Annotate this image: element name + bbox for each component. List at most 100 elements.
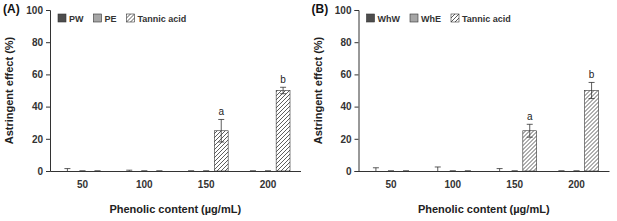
y-tick-label: 60 [32, 69, 44, 80]
x-tick-label: 200 [568, 179, 585, 190]
x-tick-label: 150 [198, 179, 215, 190]
y-tick-mark [355, 74, 359, 75]
error-bar [512, 171, 518, 172]
bar [384, 171, 398, 172]
error-cap [574, 171, 580, 172]
x-tick: 100 [136, 171, 153, 190]
legend-swatch [410, 14, 418, 22]
error-bar [64, 169, 70, 171]
error-cap [388, 171, 394, 172]
x-tick: 150 [506, 171, 523, 190]
error-bar [250, 171, 256, 172]
x-axis-line [51, 171, 302, 172]
y-tick-label: 80 [32, 37, 44, 48]
legend-label: WhE [421, 14, 441, 24]
x-tick: 50 [385, 171, 397, 190]
legend-item: Tannic acid [451, 14, 511, 24]
bar [261, 171, 275, 172]
x-axis-title: Phenolic content (µg/mL) [109, 203, 241, 215]
y-tick: 20 [32, 134, 50, 145]
error-cap [156, 171, 162, 172]
error-cap [126, 170, 132, 171]
error-line [437, 167, 438, 171]
y-tick: 20 [340, 134, 358, 145]
error-bar [126, 170, 132, 171]
y-tick-mark [46, 107, 50, 108]
error-bar [95, 171, 101, 172]
plot-marks [64, 87, 290, 171]
error-cap [188, 171, 194, 172]
x-tick-label: 100 [444, 179, 461, 190]
error-line [529, 124, 530, 137]
panel-title: (B) [312, 2, 329, 16]
bar [184, 171, 198, 172]
legend-item: PW [58, 14, 84, 24]
error-bar [265, 171, 271, 172]
error-line [375, 168, 376, 171]
error-bar [450, 171, 456, 172]
x-axis-title: Phenolic content (µg/mL) [418, 203, 550, 215]
y-tick-mark [355, 10, 359, 11]
error-cap [218, 119, 224, 120]
y-tick: 100 [335, 5, 359, 16]
error-cap [373, 167, 379, 168]
error-bar [403, 171, 409, 172]
error-bar [435, 167, 441, 171]
bar [199, 171, 213, 172]
y-axis-line [355, 11, 360, 172]
legend-swatch [367, 14, 375, 22]
x-tick-label: 200 [260, 179, 277, 190]
y-tick-label: 100 [26, 5, 43, 16]
bar [137, 171, 151, 172]
significance-letter: a [218, 106, 224, 117]
legend-label: PW [69, 14, 84, 24]
error-cap [203, 171, 209, 172]
y-tick: 60 [340, 69, 358, 80]
x-axis: 50 100 150 200 [359, 171, 610, 190]
y-axis: 020406080100 [335, 5, 359, 177]
legend-item: WhW [367, 14, 401, 24]
error-bar [558, 171, 564, 172]
legend-item: Tannic acid [127, 14, 187, 24]
y-tick-label: 0 [346, 166, 352, 177]
x-axis: 50 100 150 200 [51, 171, 302, 190]
figure: ab02040608010050100150200PWPETannic acid… [0, 0, 617, 221]
error-cap [450, 171, 456, 172]
y-tick-mark [46, 10, 50, 11]
error-cap [435, 166, 441, 167]
y-tick-label: 20 [340, 134, 352, 145]
error-cap [450, 171, 456, 172]
bar [446, 171, 460, 172]
y-tick-mark [46, 139, 50, 140]
error-cap [527, 124, 533, 125]
bar [276, 91, 290, 172]
legend-swatch [94, 14, 102, 22]
error-cap [250, 171, 256, 172]
x-tick-label: 50 [77, 179, 89, 190]
error-cap [512, 171, 518, 172]
legend-swatch [127, 14, 135, 22]
bar [585, 91, 599, 172]
error-cap [188, 171, 194, 172]
error-line [591, 82, 592, 98]
y-tick: 40 [32, 101, 50, 112]
legend: PWPETannic acid [58, 14, 186, 24]
error-cap [280, 93, 286, 94]
y-tick-label: 60 [340, 69, 352, 80]
panel: ab02040608010050100150200WhWWhETannic ac… [335, 5, 610, 190]
bar [91, 171, 105, 172]
bar [399, 171, 413, 172]
y-tick-label: 80 [340, 37, 352, 48]
error-bar [156, 171, 162, 172]
error-bar [188, 171, 194, 172]
error-cap [79, 171, 85, 172]
error-bar [589, 82, 595, 98]
y-axis: 020406080100 [26, 5, 50, 177]
panel-title: (A) [3, 2, 20, 16]
error-cap [465, 171, 471, 172]
error-cap [527, 137, 533, 138]
legend-label: Tannic acid [462, 14, 511, 24]
error-cap [465, 171, 471, 172]
error-bar [218, 119, 224, 142]
error-cap [403, 171, 409, 172]
